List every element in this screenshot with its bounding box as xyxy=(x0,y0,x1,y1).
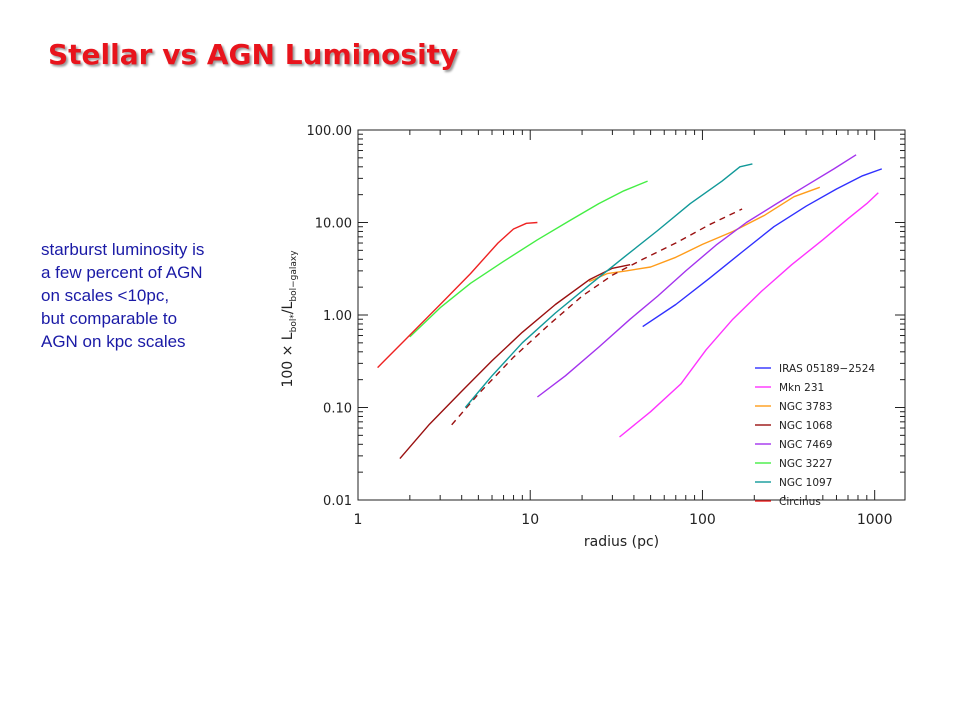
series-line-circinus xyxy=(377,221,538,369)
series-line-ngc-7469 xyxy=(536,154,857,398)
side-note-line: on scales <10pc, xyxy=(41,286,170,305)
y-axis-label: 100 × Lbol*/Lbol−galaxy xyxy=(280,250,299,388)
y-tick-label: 0.01 xyxy=(323,494,352,509)
side-note-line: a few percent of AGN xyxy=(41,263,203,282)
y-tick-label: 0.10 xyxy=(323,402,352,417)
series-line-mkn-231 xyxy=(619,192,879,438)
y-tick-label: 100.00 xyxy=(307,124,353,139)
x-tick-label: 1 xyxy=(354,512,363,528)
slide-title: Stellar vs AGN Luminosity xyxy=(48,38,459,71)
x-tick-label: 10 xyxy=(521,512,539,528)
legend-label: NGC 3227 xyxy=(779,458,832,470)
y-tick-label: 1.00 xyxy=(323,309,352,324)
series-line-ngc-3227 xyxy=(409,180,648,338)
y-tick-label: 10.00 xyxy=(315,217,352,232)
series-line-ngc-1068 xyxy=(399,264,631,460)
luminosity-ratio-chart: 1 10 100 1000 0.01 0.10 1.00 10.00 100.00 radius … xyxy=(280,124,906,550)
legend-label: NGC 1068 xyxy=(779,420,832,432)
series-line-ngc-3783 xyxy=(588,186,821,283)
x-axis-label: radius (pc) xyxy=(584,534,659,550)
series-line-ngc-1068-dashed xyxy=(451,208,743,426)
series-line-iras-05189-2524 xyxy=(642,168,883,328)
side-note-line: AGN on kpc scales xyxy=(41,332,186,351)
side-note: starburst luminosity is a few percent of… xyxy=(41,238,271,353)
x-tick-label: 1000 xyxy=(857,512,893,528)
legend-label: NGC 7469 xyxy=(779,439,832,451)
legend-label: Mkn 231 xyxy=(779,382,824,394)
side-note-line: starburst luminosity is xyxy=(41,240,205,259)
legend-label: IRAS 05189−2524 xyxy=(779,363,875,375)
legend-label: NGC 1097 xyxy=(779,477,832,489)
legend-label: NGC 3783 xyxy=(779,401,832,413)
side-note-line: but comparable to xyxy=(41,309,178,328)
series-line-ngc-1097 xyxy=(464,163,753,408)
legend-label: Circinus xyxy=(779,496,821,508)
x-tick-label: 100 xyxy=(689,512,716,528)
